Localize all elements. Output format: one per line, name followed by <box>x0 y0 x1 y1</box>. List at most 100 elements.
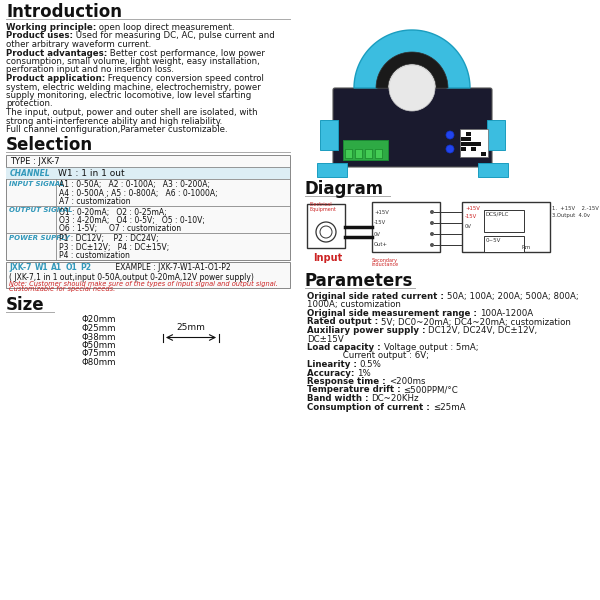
Text: 100A-1200A: 100A-1200A <box>480 309 533 318</box>
Bar <box>307 204 345 248</box>
Text: Secondary: Secondary <box>372 258 398 263</box>
Text: -15V: -15V <box>374 220 386 226</box>
Text: DC±15V: DC±15V <box>307 335 344 343</box>
Circle shape <box>430 243 434 247</box>
Circle shape <box>446 131 454 139</box>
Text: Current output : 6V;: Current output : 6V; <box>307 352 429 361</box>
Text: other arbitrary waveform current.: other arbitrary waveform current. <box>6 40 151 49</box>
Text: O1: O1 <box>65 263 77 272</box>
Text: Original side measurement range :: Original side measurement range : <box>307 309 480 318</box>
Text: 1000A; customization: 1000A; customization <box>307 301 401 310</box>
Bar <box>343 140 388 160</box>
Text: Voltage output : 5mA;: Voltage output : 5mA; <box>383 343 478 352</box>
Text: A7 : customization: A7 : customization <box>59 197 131 206</box>
Text: 50A; 100A; 200A; 500A; 800A;: 50A; 100A; 200A; 500A; 800A; <box>447 292 578 301</box>
Text: 0V: 0V <box>374 232 381 236</box>
Bar <box>320 120 338 150</box>
Text: 3.Output  4.0v: 3.Output 4.0v <box>552 213 590 218</box>
Text: JXK-7: JXK-7 <box>9 263 32 272</box>
Bar <box>466 142 470 146</box>
Text: DC12V, DC24V, DC±12V,: DC12V, DC24V, DC±12V, <box>428 326 538 335</box>
Bar <box>478 163 508 177</box>
Text: Working principle:: Working principle: <box>6 23 96 32</box>
Text: Product advantages:: Product advantages: <box>6 49 107 58</box>
Text: Load capacity :: Load capacity : <box>307 343 383 352</box>
Bar <box>476 142 481 146</box>
Text: <200ms: <200ms <box>389 377 425 386</box>
Text: supply monitoring, electric locomotive, low level starting: supply monitoring, electric locomotive, … <box>6 91 251 100</box>
Text: ≤25mA: ≤25mA <box>433 403 465 412</box>
Text: Response time :: Response time : <box>307 377 389 386</box>
Bar <box>461 146 466 151</box>
Bar <box>462 202 550 252</box>
Circle shape <box>320 226 332 238</box>
Polygon shape <box>376 52 448 88</box>
Text: O3 : 4-20mA;   O4 : 0-5V;   O5 : 0-10V;: O3 : 4-20mA; O4 : 0-5V; O5 : 0-10V; <box>59 216 205 225</box>
Circle shape <box>316 222 336 242</box>
Bar <box>471 142 476 146</box>
Text: P3 : DC±12V;   P4 : DC±15V;: P3 : DC±12V; P4 : DC±15V; <box>59 243 169 252</box>
Text: Product uses:: Product uses: <box>6 31 73 40</box>
Text: +15V: +15V <box>374 209 389 214</box>
Text: consumption, small volume, light weight, easy installation,: consumption, small volume, light weight,… <box>6 57 260 66</box>
Text: ≤500PPM/°C: ≤500PPM/°C <box>404 385 458 395</box>
Text: O6 : 1-5V;     O7 : customization: O6 : 1-5V; O7 : customization <box>59 224 181 233</box>
Bar <box>461 142 466 146</box>
Text: A1: A1 <box>51 263 62 272</box>
Text: Customizable for special needs.: Customizable for special needs. <box>9 286 115 292</box>
Text: W1: W1 <box>35 263 48 272</box>
Text: -15V: -15V <box>465 214 477 220</box>
Text: OUTPUT SIGNAL: OUTPUT SIGNAL <box>9 208 73 214</box>
Bar <box>6 154 290 259</box>
Text: DCS/PLC: DCS/PLC <box>486 212 509 217</box>
Text: TYPE : JXK-7: TYPE : JXK-7 <box>10 157 59 166</box>
Polygon shape <box>354 30 470 88</box>
Text: Input: Input <box>313 253 342 263</box>
Text: Φ80mm: Φ80mm <box>81 358 115 367</box>
Text: protection.: protection. <box>6 100 53 109</box>
Bar <box>355 149 362 158</box>
Text: A1 : 0-50A;   A2 : 0-100A;   A3 : 0-200A;: A1 : 0-50A; A2 : 0-100A; A3 : 0-200A; <box>59 181 210 190</box>
Text: 0.5%: 0.5% <box>360 360 382 369</box>
Text: Electrical: Electrical <box>309 202 332 207</box>
Text: Linearity :: Linearity : <box>307 360 360 369</box>
Text: Accuracy:: Accuracy: <box>307 368 358 377</box>
Text: open loop direct measurement.: open loop direct measurement. <box>96 23 235 32</box>
Bar <box>461 136 466 141</box>
Text: Note: Customer should make sure of the types of input signal and output signal.: Note: Customer should make sure of the t… <box>9 280 278 287</box>
Bar <box>372 202 440 252</box>
Text: Parameters: Parameters <box>305 272 413 290</box>
Bar <box>484 210 524 232</box>
Text: Size: Size <box>6 295 44 313</box>
Text: Φ38mm: Φ38mm <box>81 332 115 341</box>
Text: perforation input and no insertion loss.: perforation input and no insertion loss. <box>6 65 174 74</box>
Bar <box>6 166 290 179</box>
Text: Used for measuring DC, AC, pulse current and: Used for measuring DC, AC, pulse current… <box>73 31 275 40</box>
Bar <box>375 149 382 158</box>
Text: Φ50mm: Φ50mm <box>81 341 115 350</box>
Text: CHANNEL: CHANNEL <box>10 169 51 178</box>
Text: Rm: Rm <box>522 245 531 250</box>
Text: ( JXK-7,1 in 1 out,input 0-50A,output 0-20mA,12V power supply): ( JXK-7,1 in 1 out,input 0-50A,output 0-… <box>9 272 254 281</box>
Circle shape <box>389 65 435 111</box>
Text: EXAMPLE : JXK-7-W1-A1-O1-P2: EXAMPLE : JXK-7-W1-A1-O1-P2 <box>94 263 230 272</box>
Text: P2: P2 <box>80 263 91 272</box>
Text: Equipment: Equipment <box>309 207 336 212</box>
Text: Full channel configuration,Parameter customizable.: Full channel configuration,Parameter cus… <box>6 125 227 134</box>
Bar <box>365 149 372 158</box>
Text: DC~20KHz: DC~20KHz <box>371 394 419 403</box>
Text: 0V: 0V <box>465 223 472 229</box>
Text: Original side rated current :: Original side rated current : <box>307 292 447 301</box>
Text: 1%: 1% <box>358 368 371 377</box>
Bar <box>466 136 470 141</box>
Circle shape <box>430 232 434 236</box>
Text: 5V; DC0~20mA; DC4~20mA; customization: 5V; DC0~20mA; DC4~20mA; customization <box>381 317 571 326</box>
Text: Product application:: Product application: <box>6 74 105 83</box>
Text: Auxiliary power supply :: Auxiliary power supply : <box>307 326 428 335</box>
FancyBboxPatch shape <box>333 88 492 167</box>
Text: W1 : 1 in 1 out: W1 : 1 in 1 out <box>58 169 125 178</box>
Text: inductance: inductance <box>372 262 399 267</box>
Text: Selection: Selection <box>6 136 93 154</box>
Bar <box>484 236 524 252</box>
Text: Rated output :: Rated output : <box>307 317 381 326</box>
